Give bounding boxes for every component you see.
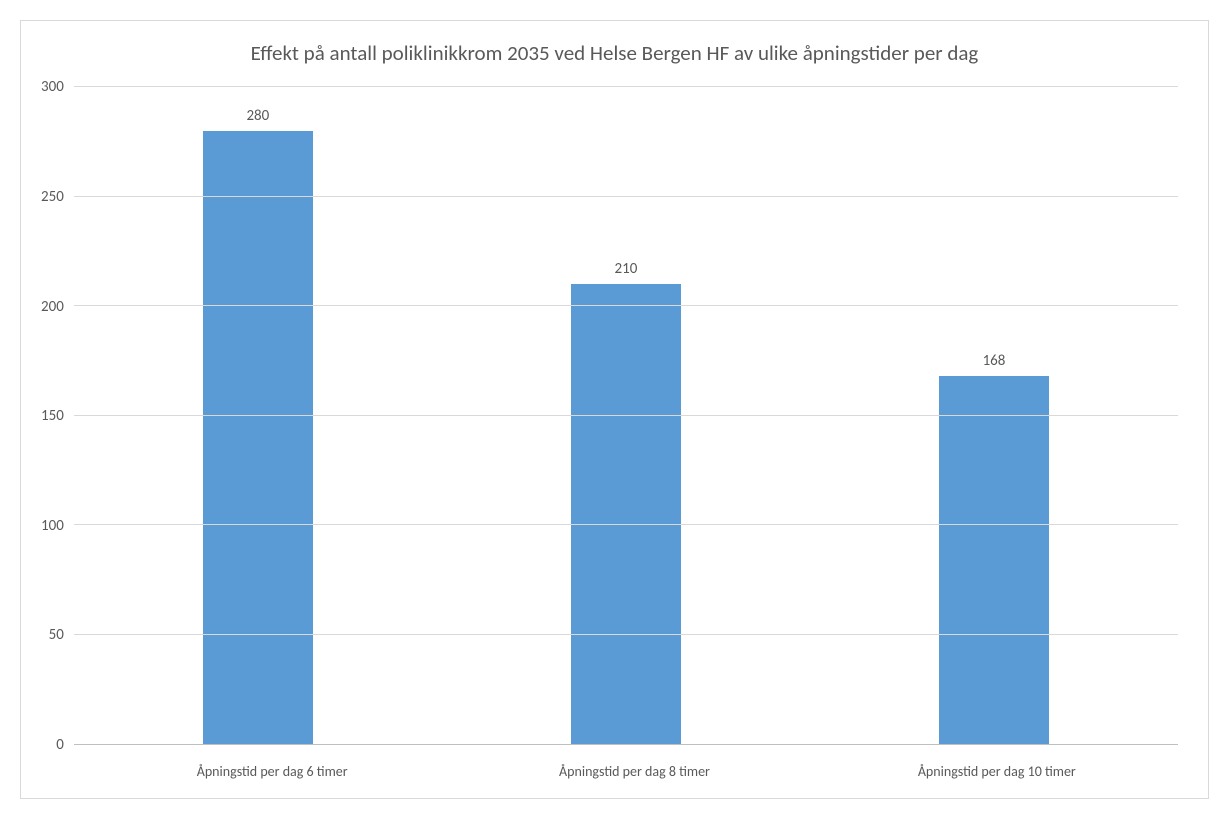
data-label: 168 (983, 352, 1006, 370)
x-axis: Åpningstid per dag 6 timer Åpningstid pe… (21, 755, 1208, 798)
grid-line (74, 415, 1178, 416)
data-label: 210 (615, 260, 638, 278)
bars-layer: 280 210 168 (74, 87, 1178, 744)
grid-line (74, 634, 1178, 635)
bar (939, 376, 1049, 744)
grid-line (74, 196, 1178, 197)
chart-title: Effekt på antall poliklinikkrom 2035 ved… (21, 21, 1208, 67)
data-label: 280 (246, 107, 269, 125)
x-axis-label: Åpningstid per dag 6 timer (91, 763, 453, 780)
x-axis-label: Åpningstid per dag 10 timer (816, 763, 1178, 780)
chart-container: Effekt på antall poliklinikkrom 2035 ved… (20, 20, 1209, 799)
grid-line (74, 86, 1178, 87)
bar (571, 284, 681, 744)
grid-line (74, 305, 1178, 306)
y-axis: 300 250 200 150 100 50 0 (41, 87, 74, 745)
bar-group: 210 (442, 87, 810, 744)
plot-area: 280 210 168 (74, 87, 1178, 745)
grid-line (74, 524, 1178, 525)
plot-wrapper: 300 250 200 150 100 50 0 280 210 168 (21, 67, 1208, 755)
bar (203, 131, 313, 744)
bar-group: 168 (810, 87, 1178, 744)
x-axis-label: Åpningstid per dag 8 timer (453, 763, 815, 780)
bar-group: 280 (74, 87, 442, 744)
